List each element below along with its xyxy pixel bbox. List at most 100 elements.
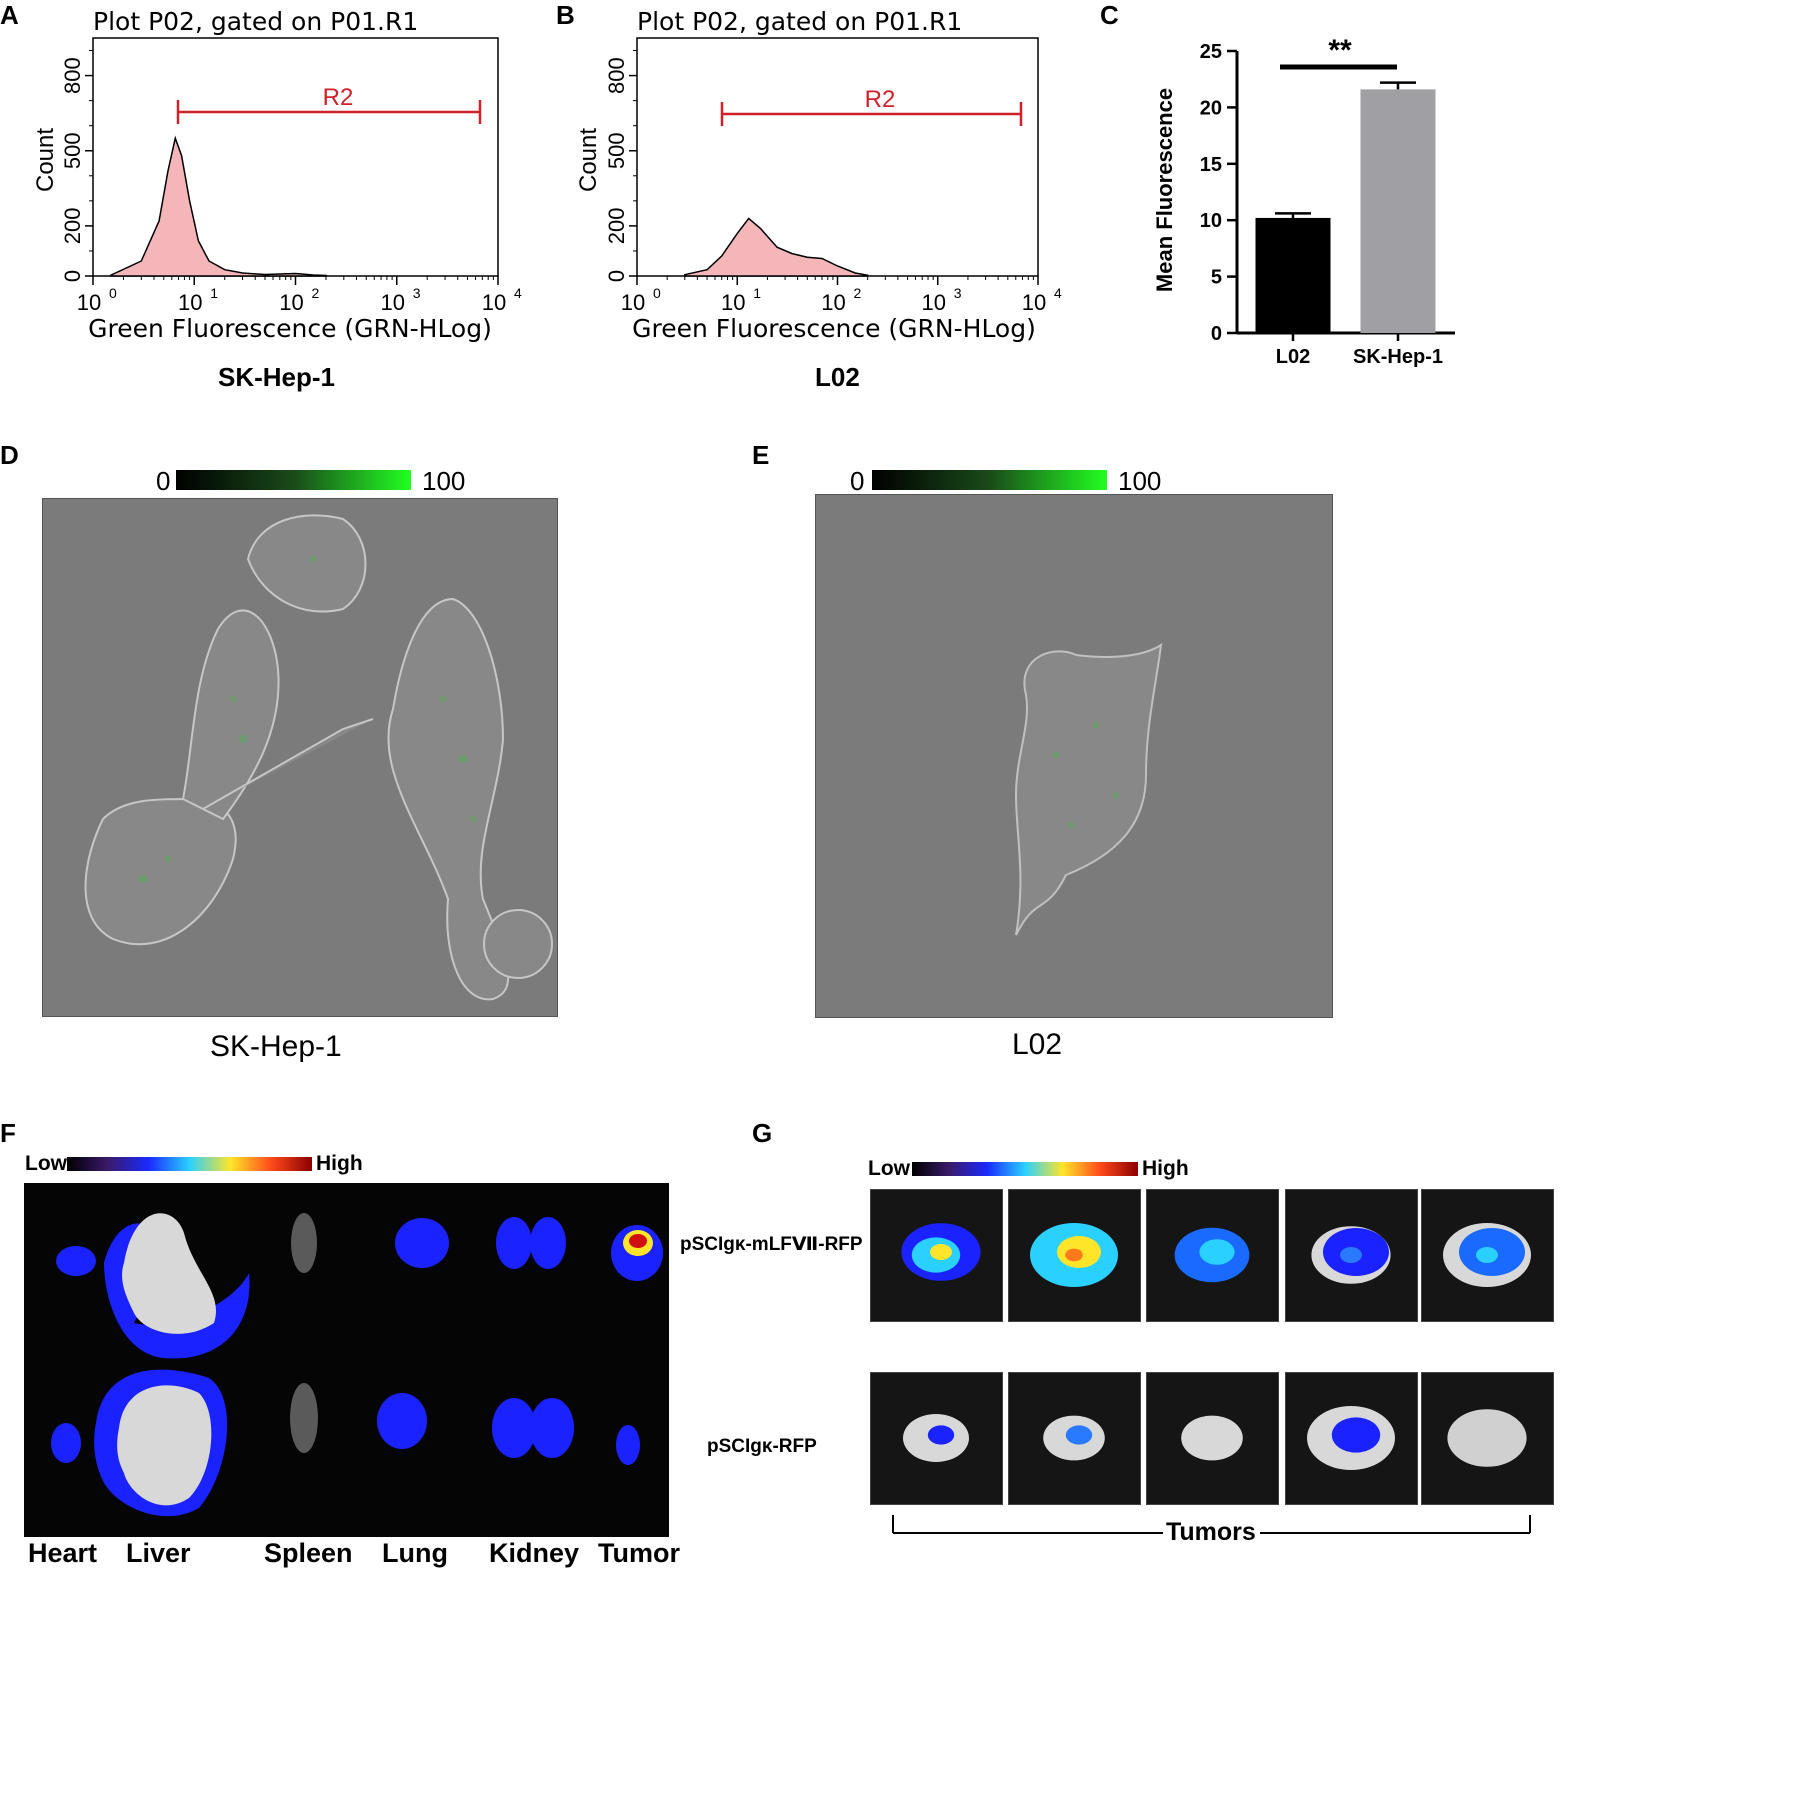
- x-tick-exponent: 1: [753, 285, 761, 301]
- x-tick-label: 10: [482, 290, 506, 315]
- panel-letter-f: F: [0, 1118, 16, 1148]
- x-tick-exponent: 2: [312, 285, 320, 301]
- y-tick-label: 500: [604, 132, 629, 169]
- scale-f-low: Low: [25, 1152, 67, 1175]
- x-tick-exponent: 0: [109, 285, 117, 301]
- x-tick-label: 10: [821, 290, 845, 315]
- tumor-image: [1146, 1189, 1279, 1322]
- x-tick-label: 10: [621, 290, 645, 315]
- x-tick-exponent: 3: [954, 285, 962, 301]
- organ-label-tumor: Tumor: [598, 1538, 680, 1568]
- histogram-b-xlabel: Green Fluorescence (GRN-HLog): [632, 314, 1036, 343]
- gate-r2-b: R2: [720, 86, 1023, 126]
- panel-letter-e: E: [752, 440, 770, 470]
- histogram-b: Plot P02, gated on P01.R1 0 200 500 800 Cou…: [575, 7, 1062, 343]
- caption-b: L02: [815, 362, 860, 392]
- bar-y-tick-label: 5: [1211, 267, 1222, 289]
- green-colorbar-d: [176, 470, 411, 490]
- caption-d: SK-Hep-1: [210, 1030, 342, 1063]
- bar-y-tick-label: 10: [1200, 210, 1222, 232]
- tumor-image: [1008, 1372, 1141, 1505]
- histogram-b-frame: [636, 37, 1039, 277]
- y-tick-label: 800: [604, 57, 629, 94]
- y-tick-label: 200: [60, 208, 85, 245]
- row-label-treatment: pSCIgκ-mLFⅦ-RFP: [680, 1234, 863, 1255]
- x-tick-label: 10: [721, 290, 745, 315]
- bar-chart-ylabel: Mean Fluorescence: [1152, 88, 1177, 292]
- micrograph-l02: [815, 494, 1333, 1018]
- caption-e: L02: [1012, 1028, 1063, 1061]
- histogram-a-ylabel: Count: [32, 128, 59, 192]
- x-tick-label: 10: [922, 290, 946, 315]
- organ-label-spleen: Spleen: [264, 1538, 353, 1568]
- caption-a: SK-Hep-1: [218, 362, 336, 392]
- gate-r2-b-label: R2: [865, 86, 896, 113]
- panel-letter-b: B: [556, 0, 575, 30]
- scale-g-low: Low: [868, 1157, 910, 1180]
- tumors-bracket: [892, 1515, 1531, 1534]
- row-label-control: pSCIgκ-RFP: [707, 1436, 817, 1457]
- x-tick-exponent: 3: [413, 285, 421, 301]
- scale-e-max: 100: [1118, 466, 1162, 496]
- gate-r2-a: R2: [176, 84, 482, 124]
- organ-label-lung: Lung: [382, 1538, 448, 1568]
- x-tick-label: 10: [381, 290, 405, 315]
- bar-y-tick-label: 20: [1200, 97, 1222, 119]
- organ-label-liver: Liver: [126, 1538, 191, 1568]
- heat-colorbar-f: [67, 1157, 312, 1171]
- histogram-a-title: Plot P02, gated on P01.R1: [93, 7, 418, 36]
- tumor-image: [1008, 1189, 1141, 1322]
- tumor-image: [1146, 1372, 1279, 1505]
- x-tick-exponent: 1: [210, 285, 218, 301]
- tumor-image: [1421, 1189, 1554, 1322]
- bar-x-tick-label: L02: [1276, 346, 1310, 368]
- x-tick-exponent: 2: [854, 285, 862, 301]
- heat-colorbar-g: [912, 1162, 1138, 1176]
- tumor-image: [1285, 1372, 1418, 1505]
- gate-r2-a-label: R2: [323, 84, 354, 111]
- organ-label-kidney: Kidney: [489, 1538, 580, 1568]
- tumor-image: [1285, 1189, 1418, 1322]
- scale-d-min: 0: [156, 466, 171, 496]
- scale-g-high: High: [1142, 1157, 1189, 1180]
- organ-label-heart: Heart: [28, 1538, 98, 1568]
- panel-letter-d: D: [0, 440, 19, 470]
- significance-marker: **: [1328, 34, 1352, 67]
- histogram-a: Plot P02, gated on P01.R1 0 200 500 800 Cou…: [32, 7, 522, 343]
- tumor-image: [870, 1189, 1003, 1322]
- bar-l02: [1255, 217, 1331, 333]
- scale-f-high: High: [316, 1152, 363, 1175]
- x-tick-exponent: 0: [653, 285, 661, 301]
- histogram-b-curve: [684, 217, 869, 277]
- green-colorbar-e: [872, 470, 1107, 490]
- scale-e-min: 0: [850, 466, 865, 496]
- bar-y-tick-label: 25: [1200, 41, 1222, 63]
- histogram-b-ylabel: Count: [575, 128, 602, 192]
- y-tick-label: 0: [604, 270, 629, 282]
- tumor-image: [870, 1372, 1003, 1505]
- panel-letter-c: C: [1100, 0, 1119, 30]
- panel-letter-g: G: [752, 1118, 773, 1148]
- x-tick-label: 10: [178, 290, 202, 315]
- x-tick-label: 10: [279, 290, 303, 315]
- bar-sk-hep-1: [1360, 89, 1436, 334]
- x-tick-label: 10: [1022, 290, 1046, 315]
- ivis-organ-image: [24, 1183, 669, 1537]
- tumors-label: Tumors: [1166, 1518, 1256, 1546]
- bar-chart-c: Mean Fluorescence 0 5 10 15 20 25 L02 SK-Hep-1…: [1152, 34, 1455, 368]
- y-tick-label: 500: [60, 132, 85, 169]
- y-tick-label: 200: [604, 208, 629, 245]
- bar-y-tick-label: 0: [1211, 323, 1222, 345]
- tumor-image: [1421, 1372, 1554, 1505]
- bar-x-tick-label: SK-Hep-1: [1353, 346, 1443, 368]
- histogram-a-curve: [110, 135, 327, 277]
- panel-letter-a: A: [0, 0, 19, 30]
- scale-d-max: 100: [422, 466, 466, 496]
- x-tick-exponent: 4: [514, 285, 522, 301]
- micrograph-sk-hep-1: [42, 498, 558, 1017]
- y-tick-label: 800: [60, 57, 85, 94]
- histogram-b-title: Plot P02, gated on P01.R1: [637, 7, 962, 36]
- x-tick-exponent: 4: [1054, 285, 1062, 301]
- y-tick-label: 0: [60, 270, 85, 282]
- bar-y-tick-label: 15: [1200, 154, 1222, 176]
